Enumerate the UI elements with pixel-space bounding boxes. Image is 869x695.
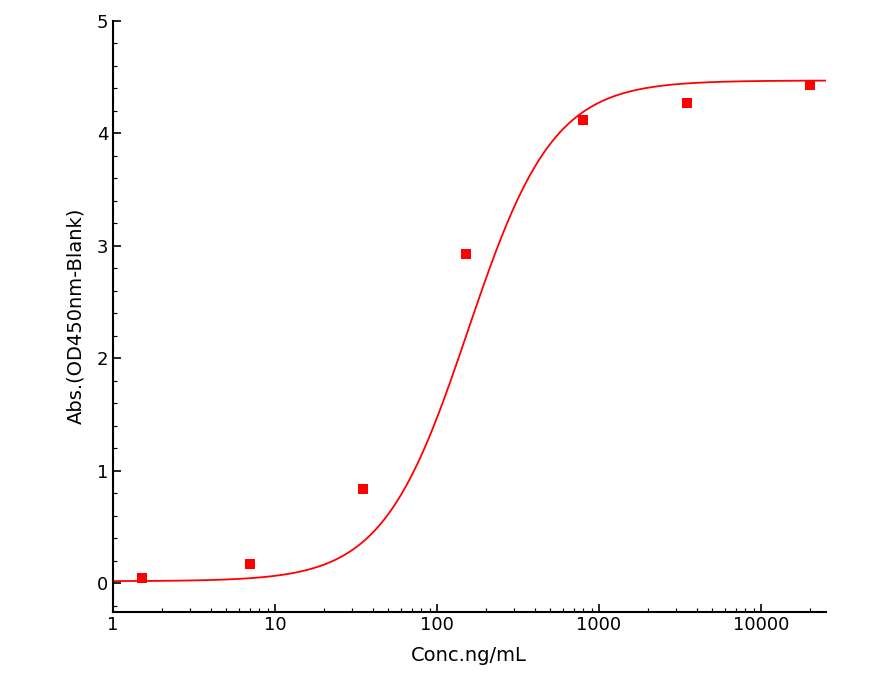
Point bbox=[243, 559, 257, 570]
Point bbox=[356, 484, 370, 495]
Y-axis label: Abs.(OD450nm-Blank): Abs.(OD450nm-Blank) bbox=[67, 208, 85, 425]
X-axis label: Conc.ng/mL: Conc.ng/mL bbox=[411, 646, 527, 664]
Point bbox=[576, 114, 590, 125]
Point bbox=[135, 572, 149, 583]
Point bbox=[803, 79, 817, 90]
Point bbox=[680, 97, 694, 108]
Point bbox=[459, 248, 473, 259]
